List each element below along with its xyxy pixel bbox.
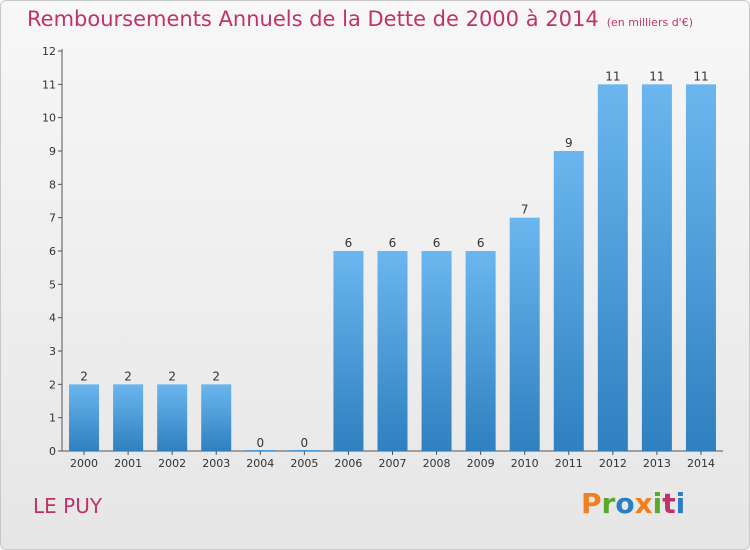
value-label-2006: 6 bbox=[345, 236, 353, 250]
bar-2009 bbox=[466, 251, 496, 451]
bar-2002 bbox=[157, 384, 187, 451]
y-tick-label: 10 bbox=[42, 112, 56, 125]
x-tick-label: 2005 bbox=[290, 457, 318, 470]
x-tick-label: 2004 bbox=[246, 457, 274, 470]
y-tick-label: 6 bbox=[49, 245, 56, 258]
x-tick-label: 2011 bbox=[555, 457, 583, 470]
x-tick-label: 2000 bbox=[70, 457, 98, 470]
chart-frame: Remboursements Annuels de la Dette de 20… bbox=[0, 0, 750, 550]
value-label-2000: 2 bbox=[80, 369, 88, 383]
x-tick-label: 2002 bbox=[158, 457, 186, 470]
bar-2000 bbox=[69, 384, 99, 451]
value-label-2002: 2 bbox=[168, 369, 176, 383]
y-tick-label: 8 bbox=[49, 178, 56, 191]
x-tick-label: 2006 bbox=[334, 457, 362, 470]
bar-2011 bbox=[554, 151, 584, 451]
y-tick-label: 7 bbox=[49, 212, 56, 225]
logo-letter: r bbox=[602, 487, 616, 520]
commune-name: LE PUY bbox=[33, 494, 102, 518]
bar-2006 bbox=[333, 251, 363, 451]
x-tick-label: 2012 bbox=[599, 457, 627, 470]
value-label-2014: 11 bbox=[693, 69, 708, 83]
value-label-2013: 11 bbox=[649, 69, 664, 83]
x-tick-label: 2014 bbox=[687, 457, 715, 470]
value-label-2010: 7 bbox=[521, 203, 529, 217]
x-tick-label: 2007 bbox=[379, 457, 407, 470]
bar-2001 bbox=[113, 384, 143, 451]
logo-letter: o bbox=[615, 487, 634, 520]
logo-letter: P bbox=[581, 487, 602, 520]
logo-letter: i bbox=[653, 487, 663, 520]
x-tick-label: 2013 bbox=[643, 457, 671, 470]
bar-2012 bbox=[598, 84, 628, 451]
value-label-2009: 6 bbox=[477, 236, 485, 250]
proxiti-logo: Proxiti bbox=[581, 487, 685, 520]
value-label-2012: 11 bbox=[605, 69, 620, 83]
bar-2003 bbox=[201, 384, 231, 451]
x-tick-label: 2009 bbox=[467, 457, 495, 470]
bar-2010 bbox=[510, 218, 540, 451]
bar-2007 bbox=[378, 251, 408, 451]
y-tick-label: 9 bbox=[49, 145, 56, 158]
value-label-2001: 2 bbox=[124, 369, 132, 383]
value-label-2003: 2 bbox=[212, 369, 220, 383]
logo-letter: x bbox=[635, 487, 653, 520]
bar-2004 bbox=[245, 450, 275, 451]
x-tick-label: 2003 bbox=[202, 457, 230, 470]
y-tick-label: 5 bbox=[49, 278, 56, 291]
y-tick-label: 4 bbox=[49, 312, 56, 325]
y-tick-label: 2 bbox=[49, 378, 56, 391]
logo-letter: t bbox=[662, 487, 675, 520]
x-tick-label: 2010 bbox=[511, 457, 539, 470]
x-tick-label: 2001 bbox=[114, 457, 142, 470]
bar-2008 bbox=[422, 251, 452, 451]
y-tick-label: 0 bbox=[49, 445, 56, 458]
y-tick-label: 11 bbox=[42, 78, 56, 91]
value-label-2004: 0 bbox=[256, 436, 264, 450]
chart-bars bbox=[69, 84, 716, 451]
bar-2005 bbox=[289, 450, 319, 451]
bar-chart: 01234567891011122000 2001 2002 2003 2004 2005… bbox=[1, 1, 749, 549]
y-tick-label: 1 bbox=[49, 412, 56, 425]
y-tick-label: 12 bbox=[42, 45, 56, 58]
y-tick-label: 3 bbox=[49, 345, 56, 358]
value-label-2007: 6 bbox=[389, 236, 397, 250]
value-label-2011: 9 bbox=[565, 136, 573, 150]
value-label-2005: 0 bbox=[301, 436, 309, 450]
bar-2014 bbox=[686, 84, 716, 451]
bar-2013 bbox=[642, 84, 672, 451]
x-tick-label: 2008 bbox=[423, 457, 451, 470]
value-label-2008: 6 bbox=[433, 236, 441, 250]
logo-letter: i bbox=[676, 487, 686, 520]
